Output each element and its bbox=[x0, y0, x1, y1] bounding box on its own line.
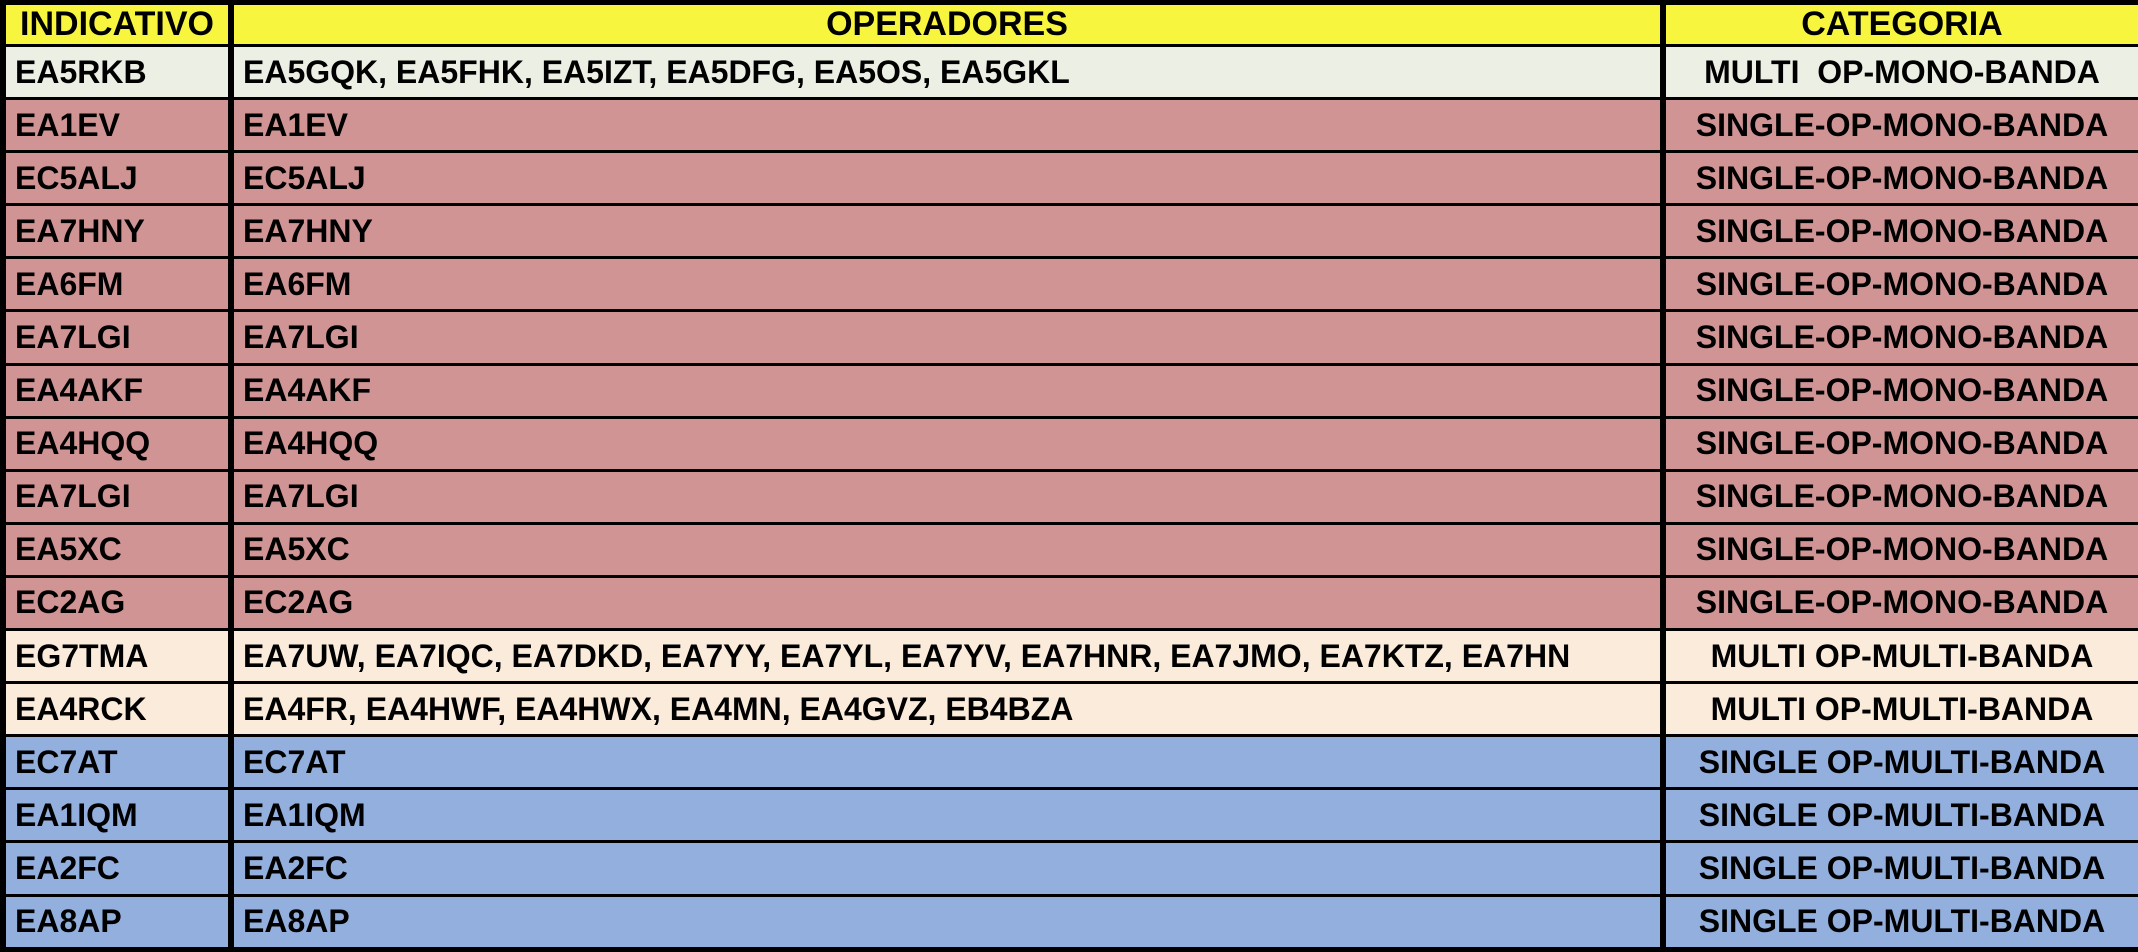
table-row: EA4RCK EA4FR, EA4HWF, EA4HWX, EA4MN, EA4… bbox=[0, 681, 2138, 738]
cell-categoria: SINGLE-OP-MONO-BANDA bbox=[1660, 203, 2138, 260]
cell-indicativo: EA8AP bbox=[0, 893, 234, 951]
cell-operadores: EA7HNY bbox=[228, 203, 1666, 260]
table-row: EA1IQM EA1IQM SINGLE OP-MULTI-BANDA bbox=[0, 787, 2138, 844]
column-header-operadores: OPERADORES bbox=[228, 1, 1666, 47]
cell-categoria: SINGLE-OP-MONO-BANDA bbox=[1660, 150, 2138, 207]
table-row: EA5XC EA5XC SINGLE-OP-MONO-BANDA bbox=[0, 521, 2138, 578]
cell-indicativo: EC7AT bbox=[0, 734, 234, 791]
cell-categoria: MULTI OP-MULTI-BANDA bbox=[1660, 681, 2138, 738]
cell-categoria: SINGLE OP-MULTI-BANDA bbox=[1660, 734, 2138, 791]
cell-operadores: EC2AG bbox=[228, 574, 1666, 632]
cell-indicativo: EA5RKB bbox=[0, 43, 234, 101]
cell-categoria: SINGLE-OP-MONO-BANDA bbox=[1660, 415, 2138, 472]
table-row: EG7TMA EA7UW, EA7IQC, EA7DKD, EA7YY, EA7… bbox=[0, 628, 2138, 685]
cell-categoria: SINGLE OP-MULTI-BANDA bbox=[1660, 787, 2138, 844]
cell-operadores: EA4AKF bbox=[228, 362, 1666, 419]
cell-operadores: EA5XC bbox=[228, 521, 1666, 578]
cell-operadores: EA7UW, EA7IQC, EA7DKD, EA7YY, EA7YL, EA7… bbox=[228, 628, 1666, 685]
header-row: INDICATIVO OPERADORES CATEGORIA bbox=[0, 1, 2138, 47]
cell-categoria: MULTI OP-MONO-BANDA bbox=[1660, 43, 2138, 101]
cell-operadores: EC7AT bbox=[228, 734, 1666, 791]
cell-operadores: EA2FC bbox=[228, 840, 1666, 897]
cell-operadores: EA8AP bbox=[228, 893, 1666, 951]
column-header-categoria: CATEGORIA bbox=[1660, 1, 2138, 47]
table-row: EC5ALJ EC5ALJ SINGLE-OP-MONO-BANDA bbox=[0, 150, 2138, 207]
table-row: EA4HQQ EA4HQQ SINGLE-OP-MONO-BANDA bbox=[0, 415, 2138, 472]
cell-operadores: EA7LGI bbox=[228, 309, 1666, 366]
cell-categoria: SINGLE-OP-MONO-BANDA bbox=[1660, 256, 2138, 313]
table-row: EA6FM EA6FM SINGLE-OP-MONO-BANDA bbox=[0, 256, 2138, 313]
cell-indicativo: EC2AG bbox=[0, 574, 234, 632]
cell-operadores: EA6FM bbox=[228, 256, 1666, 313]
table-row: EA8AP EA8AP SINGLE OP-MULTI-BANDA bbox=[0, 893, 2138, 951]
table-row: EA5RKB EA5GQK, EA5FHK, EA5IZT, EA5DFG, E… bbox=[0, 43, 2138, 101]
table-row: EA7LGI EA7LGI SINGLE-OP-MONO-BANDA bbox=[0, 309, 2138, 366]
cell-indicativo: EA4HQQ bbox=[0, 415, 234, 472]
cell-indicativo: EA6FM bbox=[0, 256, 234, 313]
table-row: EA7LGI EA7LGI SINGLE-OP-MONO-BANDA bbox=[0, 468, 2138, 525]
cell-categoria: SINGLE OP-MULTI-BANDA bbox=[1660, 840, 2138, 897]
table-row: EA2FC EA2FC SINGLE OP-MULTI-BANDA bbox=[0, 840, 2138, 897]
cell-operadores: EA5GQK, EA5FHK, EA5IZT, EA5DFG, EA5OS, E… bbox=[228, 43, 1666, 101]
cell-indicativo: EA1IQM bbox=[0, 787, 234, 844]
cell-categoria: SINGLE-OP-MONO-BANDA bbox=[1660, 362, 2138, 419]
cell-categoria: SINGLE-OP-MONO-BANDA bbox=[1660, 309, 2138, 366]
table-row: EA7HNY EA7HNY SINGLE-OP-MONO-BANDA bbox=[0, 203, 2138, 260]
table-row: EA1EV EA1EV SINGLE-OP-MONO-BANDA bbox=[0, 97, 2138, 154]
cell-indicativo: EA7LGI bbox=[0, 468, 234, 525]
cell-operadores: EA4FR, EA4HWF, EA4HWX, EA4MN, EA4GVZ, EB… bbox=[228, 681, 1666, 738]
column-header-indicativo: INDICATIVO bbox=[0, 1, 234, 47]
cell-categoria: SINGLE-OP-MONO-BANDA bbox=[1660, 468, 2138, 525]
cell-indicativo: EG7TMA bbox=[0, 628, 234, 685]
cell-categoria: SINGLE-OP-MONO-BANDA bbox=[1660, 574, 2138, 632]
cell-operadores: EC5ALJ bbox=[228, 150, 1666, 207]
table-row: EC2AG EC2AG SINGLE-OP-MONO-BANDA bbox=[0, 574, 2138, 632]
cell-indicativo: EA7LGI bbox=[0, 309, 234, 366]
table-row: EA4AKF EA4AKF SINGLE-OP-MONO-BANDA bbox=[0, 362, 2138, 419]
cell-indicativo: EC5ALJ bbox=[0, 150, 234, 207]
cell-indicativo: EA4AKF bbox=[0, 362, 234, 419]
table-row: EC7AT EC7AT SINGLE OP-MULTI-BANDA bbox=[0, 734, 2138, 791]
cell-indicativo: EA4RCK bbox=[0, 681, 234, 738]
cell-operadores: EA1IQM bbox=[228, 787, 1666, 844]
cell-operadores: EA1EV bbox=[228, 97, 1666, 154]
cell-operadores: EA4HQQ bbox=[228, 415, 1666, 472]
cell-indicativo: EA7HNY bbox=[0, 203, 234, 260]
cell-indicativo: EA2FC bbox=[0, 840, 234, 897]
cell-indicativo: EA1EV bbox=[0, 97, 234, 154]
cell-operadores: EA7LGI bbox=[228, 468, 1666, 525]
cell-categoria: MULTI OP-MULTI-BANDA bbox=[1660, 628, 2138, 685]
cell-categoria: SINGLE OP-MULTI-BANDA bbox=[1660, 893, 2138, 951]
cell-categoria: SINGLE-OP-MONO-BANDA bbox=[1660, 521, 2138, 578]
cell-indicativo: EA5XC bbox=[0, 521, 234, 578]
cell-categoria: SINGLE-OP-MONO-BANDA bbox=[1660, 97, 2138, 154]
